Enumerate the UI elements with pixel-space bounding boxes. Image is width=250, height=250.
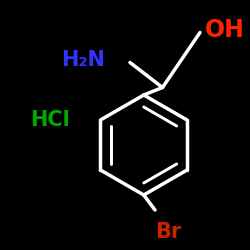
Text: H₂N: H₂N xyxy=(61,50,105,70)
Text: Br: Br xyxy=(155,222,181,242)
Text: HCl: HCl xyxy=(30,110,70,130)
Text: OH: OH xyxy=(205,18,245,42)
